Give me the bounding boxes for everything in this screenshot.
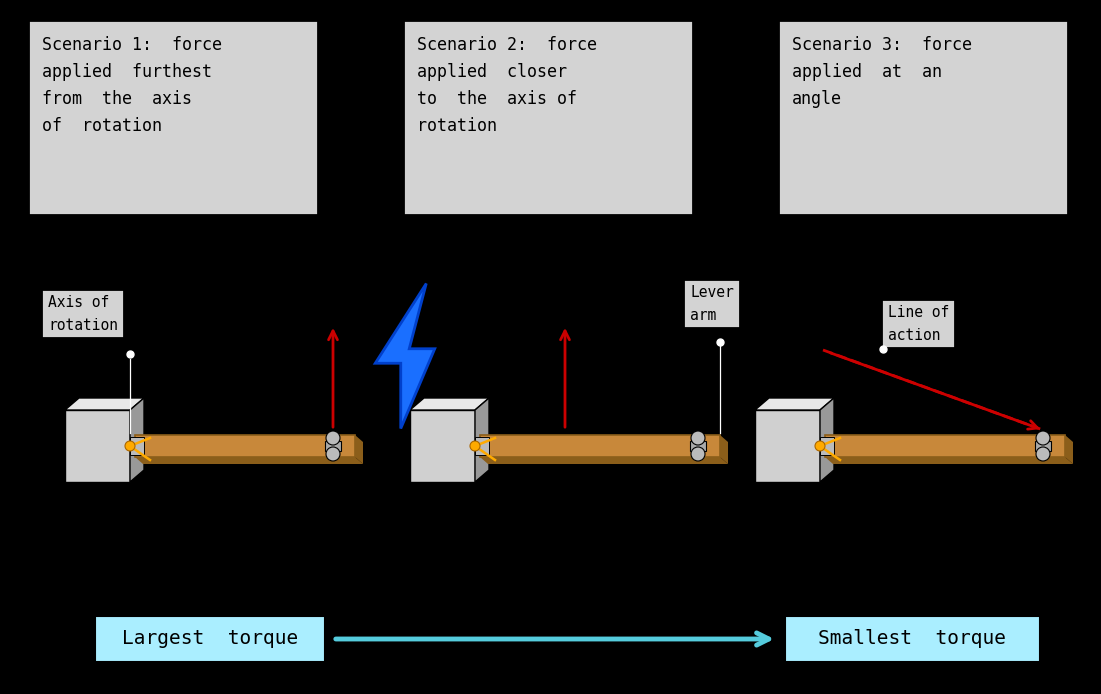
Circle shape <box>815 441 825 451</box>
FancyBboxPatch shape <box>778 20 1068 215</box>
Polygon shape <box>410 410 475 482</box>
Polygon shape <box>475 437 489 455</box>
Polygon shape <box>1065 435 1073 464</box>
FancyBboxPatch shape <box>28 20 318 215</box>
Polygon shape <box>65 410 130 482</box>
Polygon shape <box>755 398 833 410</box>
Text: Axis of
rotation: Axis of rotation <box>48 296 118 332</box>
Polygon shape <box>825 435 1065 457</box>
Circle shape <box>691 431 705 445</box>
Circle shape <box>126 441 135 451</box>
Polygon shape <box>825 457 1073 464</box>
FancyBboxPatch shape <box>95 616 325 662</box>
Polygon shape <box>755 410 820 482</box>
Circle shape <box>1036 431 1050 445</box>
Polygon shape <box>1035 441 1051 451</box>
Circle shape <box>326 447 340 461</box>
Text: Smallest  torque: Smallest torque <box>818 629 1006 648</box>
Polygon shape <box>410 398 489 410</box>
Polygon shape <box>480 435 720 457</box>
Polygon shape <box>355 435 363 464</box>
Text: Largest  torque: Largest torque <box>122 629 298 648</box>
Polygon shape <box>325 441 341 451</box>
Text: Scenario 1:  force
applied  furthest
from  the  axis
of  rotation: Scenario 1: force applied furthest from … <box>42 36 222 135</box>
Polygon shape <box>480 457 728 464</box>
Text: Scenario 2:  force
applied  closer
to  the  axis of
rotation: Scenario 2: force applied closer to the … <box>417 36 597 135</box>
Circle shape <box>470 441 480 451</box>
Polygon shape <box>720 435 728 464</box>
Polygon shape <box>130 437 144 455</box>
Circle shape <box>691 447 705 461</box>
Text: Line of
action: Line of action <box>889 305 949 343</box>
Polygon shape <box>375 284 435 428</box>
FancyBboxPatch shape <box>403 20 693 215</box>
Text: Scenario 3:  force
applied  at  an
angle: Scenario 3: force applied at an angle <box>792 36 972 108</box>
Polygon shape <box>475 398 489 482</box>
Polygon shape <box>65 398 144 410</box>
Polygon shape <box>130 398 144 482</box>
Circle shape <box>1036 447 1050 461</box>
Polygon shape <box>820 437 833 455</box>
Circle shape <box>326 431 340 445</box>
Polygon shape <box>135 457 363 464</box>
Polygon shape <box>820 398 833 482</box>
Polygon shape <box>690 441 706 451</box>
Polygon shape <box>135 435 355 457</box>
Text: Lever
arm: Lever arm <box>690 285 733 323</box>
FancyBboxPatch shape <box>785 616 1040 662</box>
